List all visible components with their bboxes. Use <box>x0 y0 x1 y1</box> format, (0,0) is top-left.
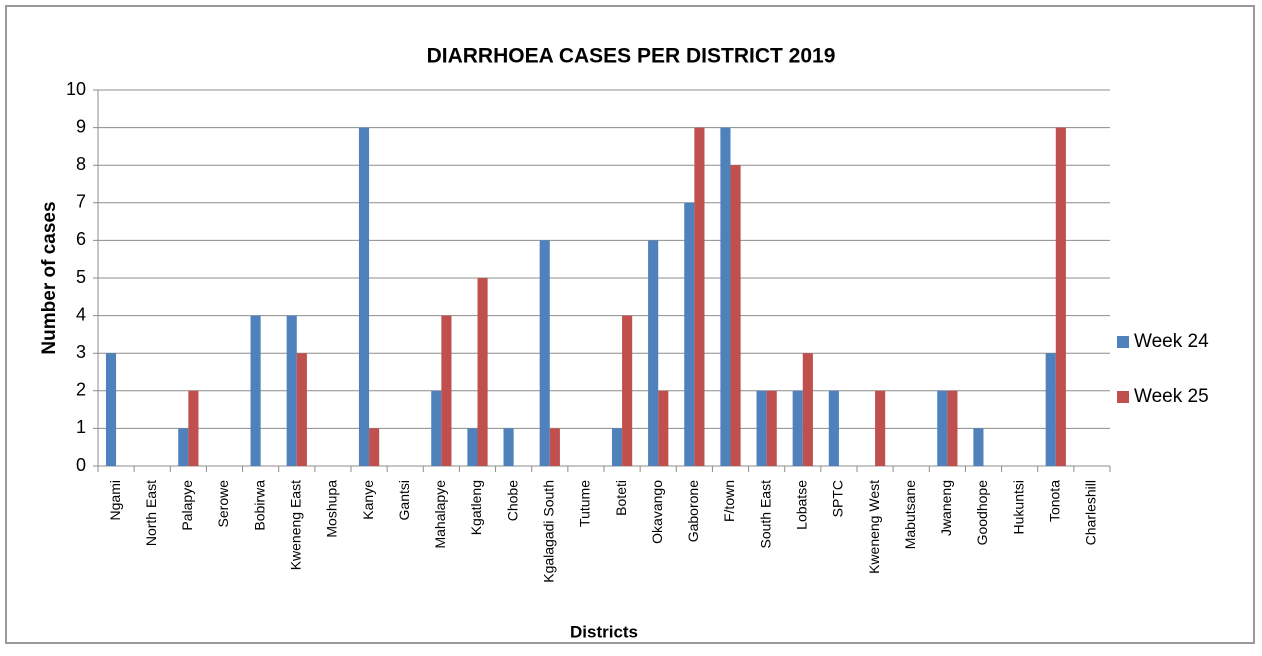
bar <box>250 315 261 466</box>
x-tick-label: SPTC <box>830 480 846 517</box>
legend-label: Week 25 <box>1134 386 1209 407</box>
bar <box>178 428 189 466</box>
bar <box>973 428 984 466</box>
y-tick-label: 7 <box>76 192 86 212</box>
bar <box>477 278 488 466</box>
bar <box>549 428 560 466</box>
bar <box>802 353 813 466</box>
bar <box>947 390 958 466</box>
x-tick-label: Palapye <box>179 480 195 531</box>
x-tick-label: Chobe <box>504 480 520 521</box>
y-tick-label: 5 <box>76 267 86 287</box>
bar <box>539 240 550 466</box>
x-tick-label: Mabutsane <box>902 480 918 549</box>
legend-swatch <box>1117 336 1129 348</box>
x-tick-label: Boteti <box>613 480 629 516</box>
chart-title: DIARRHOEA CASES PER DISTRICT 2019 <box>427 45 836 68</box>
bar <box>369 428 380 466</box>
bar <box>766 390 777 466</box>
bar <box>756 390 767 466</box>
y-tick-label: 2 <box>76 380 86 400</box>
x-tick-label: Kgatleng <box>468 480 484 535</box>
x-tick-label: Charleshill <box>1083 480 1099 545</box>
x-tick-label: North East <box>143 480 159 546</box>
x-tick-label: Moshupa <box>324 480 340 538</box>
y-tick-label: 0 <box>76 455 86 475</box>
bar <box>622 315 633 466</box>
bar <box>730 165 741 466</box>
bar <box>296 353 307 466</box>
bar <box>431 390 442 466</box>
bar <box>1045 353 1056 466</box>
x-axis-title: Districts <box>570 622 638 641</box>
x-tick-label: Lobatse <box>793 480 809 530</box>
y-tick-label: 9 <box>76 116 86 136</box>
bar <box>358 127 370 466</box>
legend-label: Week 24 <box>1134 331 1209 352</box>
x-tick-label: Ngami <box>107 480 123 520</box>
bar <box>937 390 948 466</box>
bar <box>828 390 839 466</box>
x-tick-label: F/town <box>721 480 737 522</box>
bar <box>188 390 199 466</box>
bar <box>286 315 297 466</box>
x-tick-label: Serowe <box>215 480 231 528</box>
x-tick-label: Mahalapye <box>432 480 448 549</box>
x-tick-label: Bobirwa <box>251 480 267 531</box>
x-tick-label: Tutume <box>577 480 593 527</box>
bar <box>441 315 452 466</box>
bar <box>503 428 514 466</box>
bar <box>792 390 803 466</box>
x-tick-label: Kweneng West <box>866 480 882 574</box>
y-tick-label: 1 <box>76 417 86 437</box>
bar <box>694 127 705 466</box>
bar <box>658 390 669 466</box>
x-tick-label: Hukuntsi <box>1010 480 1026 534</box>
x-tick-label: Tonota <box>1046 480 1062 522</box>
x-tick-label: Kweneng East <box>287 480 303 570</box>
x-tick-label: Goodhope <box>974 480 990 546</box>
y-tick-label: 8 <box>76 154 86 174</box>
x-tick-label: Kgalagadi South <box>540 480 556 583</box>
y-tick-label: 6 <box>76 229 86 249</box>
x-tick-label: South East <box>757 480 773 549</box>
x-tick-label: Okavango <box>649 480 665 544</box>
bar <box>611 428 623 466</box>
bar <box>684 202 695 467</box>
bar <box>720 127 731 466</box>
x-tick-label: Gaborone <box>685 480 701 542</box>
bar <box>1055 127 1066 466</box>
x-tick-label: Jwaneng <box>938 480 954 536</box>
x-tick-label: Kanye <box>360 480 376 520</box>
y-tick-label: 3 <box>76 342 86 362</box>
y-tick-label: 10 <box>66 79 86 99</box>
y-tick-label: 4 <box>76 304 86 324</box>
bar <box>105 353 117 466</box>
bar <box>875 390 886 466</box>
y-axis-title: Number of cases <box>39 201 60 354</box>
legend-swatch <box>1117 391 1129 403</box>
bar <box>467 428 478 466</box>
x-tick-label: Gantsi <box>396 480 412 520</box>
bar <box>648 240 659 466</box>
